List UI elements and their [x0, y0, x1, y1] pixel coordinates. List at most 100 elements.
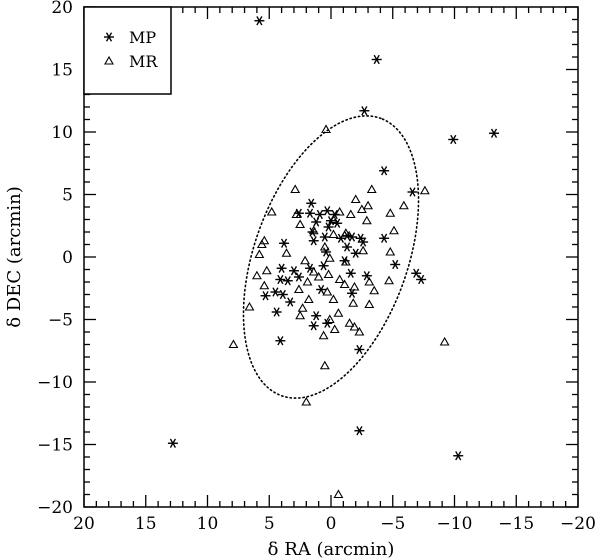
mr-point — [303, 294, 314, 304]
x-tick-label: 10 — [197, 514, 219, 534]
mp-point — [307, 227, 318, 237]
mp-point — [282, 276, 293, 286]
mp-point — [311, 217, 322, 227]
mr-point — [319, 241, 330, 251]
mr-point — [244, 301, 255, 311]
mp-point — [489, 128, 500, 138]
mp-point — [275, 336, 286, 346]
mp-point — [275, 274, 286, 285]
y-tick-label: −10 — [37, 373, 73, 393]
x-tick-label: −20 — [560, 514, 596, 534]
mp-point — [270, 287, 281, 297]
mr-point — [384, 275, 394, 285]
y-tick-label: 10 — [51, 123, 73, 143]
mr-point — [308, 266, 319, 276]
mp-point — [276, 263, 287, 273]
mp-point — [293, 272, 304, 282]
y-tick-label: 0 — [62, 248, 73, 268]
mp-point — [308, 236, 319, 246]
x-tick-label: 15 — [135, 514, 157, 534]
x-tick-label: 0 — [326, 514, 337, 534]
mr-point — [340, 256, 351, 266]
mp-point — [277, 289, 288, 300]
mr-point — [295, 219, 306, 229]
mr-point — [339, 279, 350, 289]
mr-point — [363, 200, 373, 210]
legend-mr-triangle — [104, 55, 114, 65]
mp-point — [254, 16, 265, 26]
legend: MP MR — [83, 6, 172, 95]
mp-point — [306, 198, 317, 208]
mp-point — [285, 297, 296, 307]
data-points — [167, 16, 500, 499]
axis-tick-labels: 20 15 10 5 0 −5 −10 −15 −20 −20 −15 −10 −5 0 5 10 15 20 — [37, 0, 596, 534]
mr-point — [290, 184, 301, 194]
x-tick-label: 20 — [73, 514, 95, 534]
mp-point — [416, 274, 427, 285]
mr-point — [344, 318, 355, 327]
mr-point — [324, 253, 335, 262]
mr-point — [398, 200, 409, 210]
y-tick-label: −20 — [37, 498, 73, 518]
mr-point — [259, 280, 270, 290]
mr-point — [261, 265, 272, 275]
mr-point — [281, 248, 292, 257]
mr-point — [350, 194, 361, 204]
mr-point — [364, 276, 375, 286]
mp-point — [371, 54, 382, 65]
mr-point — [328, 294, 339, 304]
mr-point — [228, 339, 239, 349]
y-tick-label: 5 — [62, 186, 73, 206]
mr-point — [356, 204, 367, 214]
mp-point — [411, 268, 422, 278]
mr-point — [358, 245, 369, 255]
y-tick-label: 15 — [51, 61, 73, 81]
mp-point — [311, 311, 322, 321]
y-tick-label: 20 — [51, 0, 73, 18]
mr-point — [366, 184, 377, 194]
mr-point — [251, 270, 262, 280]
mp-point — [453, 451, 464, 461]
mp-point — [279, 238, 290, 248]
legend-label-mr: MR — [129, 52, 158, 71]
mr-point — [369, 285, 380, 295]
mr-point — [328, 229, 339, 239]
mr-point — [333, 489, 344, 499]
mr-point — [297, 303, 308, 312]
mr-point — [334, 206, 345, 216]
mr-point — [349, 321, 360, 331]
mr-point — [334, 274, 345, 284]
mr-point — [322, 286, 333, 296]
mr-point — [385, 246, 396, 256]
x-tick-label: −5 — [380, 514, 405, 534]
mp-point — [345, 268, 356, 278]
mp-point — [305, 208, 315, 218]
mp-point — [347, 232, 357, 242]
mr-point — [364, 299, 375, 309]
y-axis-label: δ DEC (arcmin) — [4, 186, 25, 328]
mr-point — [349, 281, 360, 291]
mr-point — [295, 310, 306, 320]
mp-point — [379, 233, 390, 243]
mr-point — [329, 324, 340, 334]
mr-point — [319, 360, 330, 370]
mr-point — [345, 209, 356, 219]
mp-point — [379, 166, 390, 176]
mr-point — [354, 326, 365, 336]
mp-point — [260, 291, 271, 301]
mp-point — [314, 209, 325, 220]
mp-point — [322, 206, 333, 216]
y-tick-label: −5 — [48, 311, 73, 331]
mr-point — [254, 249, 265, 259]
mp-point — [390, 259, 401, 270]
mp-point — [332, 218, 343, 228]
mr-point — [313, 271, 324, 281]
dotted-ellipse — [242, 115, 420, 399]
mp-point — [322, 318, 333, 328]
legend-mp-asterisk-icon — [104, 32, 114, 42]
mp-point — [358, 237, 369, 247]
mp-point — [354, 426, 365, 436]
mr-point — [385, 208, 396, 217]
mp-point — [293, 208, 304, 218]
